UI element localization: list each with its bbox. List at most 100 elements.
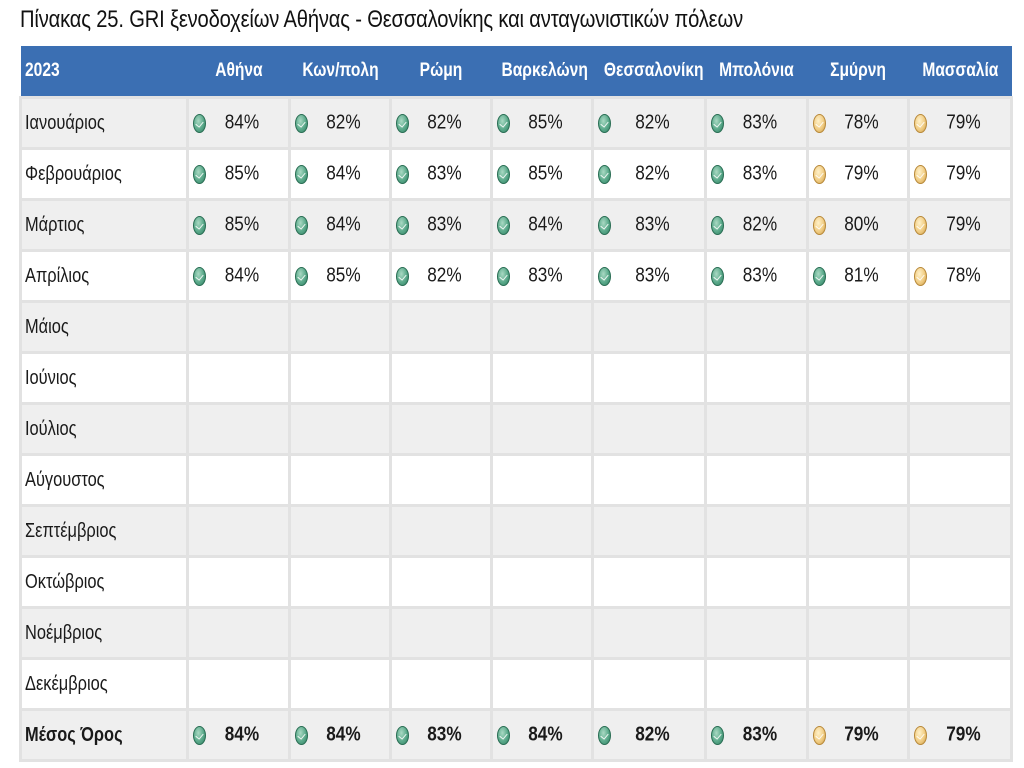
- status-good-icon: [711, 165, 724, 184]
- month-label: Ιούλιος: [19, 402, 189, 456]
- status-warning-icon: [914, 726, 927, 745]
- table-cell: [907, 555, 1013, 609]
- table-row: Δεκέμβριος: [19, 657, 1013, 711]
- table-cell: [591, 351, 707, 405]
- table-cell: 79%: [907, 96, 1013, 150]
- column-header: Κων/πολη: [289, 46, 391, 99]
- table-cell: [186, 504, 291, 558]
- month-label: Ιανουάριος: [19, 96, 189, 150]
- table-cell: 84%: [186, 96, 291, 150]
- table-cell: 85%: [490, 96, 594, 150]
- table-cell: [907, 402, 1013, 456]
- table-cell: 82%: [591, 96, 707, 150]
- status-good-icon: [598, 726, 611, 745]
- table-cell: 84%: [490, 708, 594, 762]
- table-cell: 83%: [704, 96, 809, 150]
- status-good-icon: [193, 726, 206, 745]
- month-label: Αύγουστος: [19, 453, 189, 507]
- column-header: Ρώμη: [390, 46, 492, 99]
- table-row: Σεπτέμβριος: [19, 504, 1013, 558]
- gri-value: 81%: [844, 264, 879, 287]
- gri-value: 84%: [224, 264, 260, 287]
- table-cell: [186, 606, 291, 660]
- month-label: Μάιος: [19, 300, 189, 354]
- table-cell: 83%: [704, 708, 809, 762]
- status-good-icon: [295, 216, 308, 235]
- status-good-icon: [396, 114, 409, 133]
- column-header: Βαρκελώνη: [491, 46, 593, 99]
- status-warning-icon: [914, 216, 927, 235]
- table-row: Ιούλιος: [19, 402, 1013, 456]
- status-warning-icon: [914, 165, 927, 184]
- table-cell: [490, 606, 594, 660]
- table-cell: [288, 657, 392, 711]
- table-cell: [907, 606, 1013, 660]
- table-cell: [389, 300, 493, 354]
- column-header: Μασσαλία: [908, 46, 1012, 99]
- month-label: Φεβρουάριος: [19, 147, 189, 201]
- status-good-icon: [598, 114, 611, 133]
- table-cell: 82%: [591, 708, 707, 762]
- table-cell: [490, 555, 594, 609]
- table-row: Νοέμβριος: [19, 606, 1013, 660]
- table-cell: 85%: [288, 249, 392, 303]
- table-cell: [704, 504, 809, 558]
- gri-value: 84%: [528, 723, 563, 746]
- table-cell: [907, 657, 1013, 711]
- gri-value: 85%: [528, 111, 563, 134]
- gri-value: 79%: [946, 213, 981, 236]
- table-body: Ιανουάριος 84% 82% 82% 85% 82% 83% 78% 79% Φεβρου…: [19, 96, 1013, 762]
- gri-value: 85%: [326, 264, 361, 287]
- month-label: Απρίλιος: [19, 249, 189, 303]
- table-cell: [806, 606, 910, 660]
- month-label: Οκτώβριος: [19, 555, 189, 609]
- gri-value: 85%: [528, 162, 563, 185]
- month-label: Σεπτέμβριος: [19, 504, 189, 558]
- month-label: Δεκέμβριος: [19, 657, 189, 711]
- gri-value: 82%: [635, 162, 670, 185]
- table-row: Ιανουάριος 84% 82% 82% 85% 82% 83% 78% 79%: [19, 96, 1013, 150]
- gri-value: 84%: [224, 723, 260, 746]
- table-cell: 84%: [288, 198, 392, 252]
- table-cell: [490, 402, 594, 456]
- gri-value: 83%: [427, 723, 462, 746]
- gri-table: 2023 Αθήνα Κων/πολη Ρώμη Βαρκελώνη Θεσσα…: [19, 46, 1013, 762]
- table-cell: [490, 453, 594, 507]
- gri-value: 78%: [946, 264, 981, 287]
- table-cell: [389, 606, 493, 660]
- year-header: 2023: [20, 46, 188, 99]
- table-cell: 82%: [389, 96, 493, 150]
- table-cell: [806, 402, 910, 456]
- average-row: Μέσος Όρος 84% 84% 83% 84% 82% 83% 79% 79%: [19, 708, 1013, 762]
- gri-value: 79%: [844, 162, 879, 185]
- gri-value: 84%: [528, 213, 563, 236]
- month-label: Νοέμβριος: [19, 606, 189, 660]
- gri-value: 84%: [326, 723, 361, 746]
- header-row: 2023 Αθήνα Κων/πολη Ρώμη Βαρκελώνη Θεσσα…: [20, 46, 1012, 99]
- gri-value: 84%: [326, 213, 361, 236]
- status-good-icon: [497, 267, 510, 286]
- gri-value: 79%: [946, 162, 981, 185]
- gri-value: 79%: [844, 723, 879, 746]
- table-cell: [704, 606, 809, 660]
- table-cell: [288, 504, 392, 558]
- gri-value: 82%: [427, 111, 462, 134]
- table-cell: [806, 300, 910, 354]
- status-warning-icon: [813, 726, 826, 745]
- status-good-icon: [193, 216, 206, 235]
- status-good-icon: [711, 267, 724, 286]
- status-good-icon: [193, 267, 206, 286]
- table-cell: [490, 657, 594, 711]
- table-cell: [490, 300, 594, 354]
- table-cell: 81%: [806, 249, 910, 303]
- gri-value: 82%: [427, 264, 462, 287]
- table-cell: [704, 555, 809, 609]
- table-cell: 79%: [907, 708, 1013, 762]
- table-cell: [591, 300, 707, 354]
- status-good-icon: [598, 165, 611, 184]
- gri-value: 83%: [635, 264, 670, 287]
- gri-value: 80%: [844, 213, 879, 236]
- gri-value: 83%: [427, 213, 462, 236]
- status-good-icon: [295, 165, 308, 184]
- gri-value: 82%: [635, 111, 670, 134]
